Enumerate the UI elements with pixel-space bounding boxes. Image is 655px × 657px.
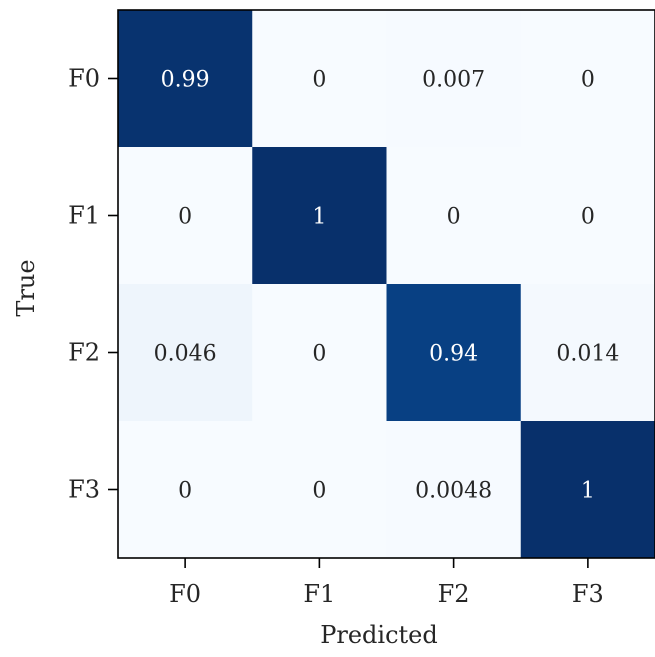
heatmap-cell-r2-c2 bbox=[386, 284, 522, 422]
heatmap-cell-label-r1-c0: 0 bbox=[178, 205, 192, 230]
heatmap-cell-label-r1-c3: 0 bbox=[581, 205, 595, 230]
x-tick-label-1: F1 bbox=[303, 580, 335, 608]
heatmap-cell-r3-c2 bbox=[386, 421, 522, 559]
heatmap-cell-label-r3-c3: 1 bbox=[581, 479, 595, 504]
heatmap-cell-r0-c0 bbox=[118, 10, 253, 148]
heatmap-cell-label-r3-c0: 0 bbox=[178, 479, 192, 504]
y-tick-label-3: F3 bbox=[68, 476, 100, 504]
heatmap-cell-label-r3-c2: 0.0048 bbox=[415, 479, 492, 504]
heatmap-cell-label-r1-c1: 1 bbox=[312, 205, 326, 230]
heatmap-cell-label-r0-c2: 0.007 bbox=[422, 68, 485, 93]
heatmap-cell-label-r2-c3: 0.014 bbox=[556, 342, 619, 367]
heatmap-cell-r0-c1 bbox=[252, 10, 387, 148]
heatmap-cell-r1-c2 bbox=[386, 147, 522, 285]
y-tick-label-2: F2 bbox=[68, 339, 100, 367]
heatmap-cell-r1-c3 bbox=[520, 147, 655, 285]
x-tick-label-0: F0 bbox=[169, 580, 201, 608]
y-tick-label-0: F0 bbox=[68, 65, 100, 93]
heatmap-cell-r2-c0 bbox=[118, 284, 253, 422]
heatmap-cell-r0-c3 bbox=[520, 10, 655, 148]
heatmap-cell-r3-c0 bbox=[118, 421, 253, 559]
x-tick-label-3: F3 bbox=[572, 580, 604, 608]
axes bbox=[117, 9, 655, 559]
heatmap-cell-label-r3-c1: 0 bbox=[312, 479, 326, 504]
y-axis-label: True bbox=[12, 259, 40, 316]
heatmap-cell-r1-c1 bbox=[252, 147, 387, 285]
heatmap-cell-r3-c3 bbox=[520, 421, 655, 559]
heatmap-cells bbox=[118, 10, 655, 559]
axes-frame bbox=[117, 9, 655, 559]
heatmap-cell-r3-c1 bbox=[252, 421, 387, 559]
heatmap-cell-labels: 0.99 0 0.007 0 0 1 0 0 0.046 0 0.94 0.014 0 0 0.0048 1 bbox=[154, 68, 620, 504]
heatmap-cell-r2-c3 bbox=[520, 284, 655, 422]
heatmap-cell-label-r2-c2: 0.94 bbox=[429, 342, 478, 367]
y-tick-label-1: F1 bbox=[68, 202, 100, 230]
heatmap-cell-r2-c1 bbox=[252, 284, 387, 422]
heatmap-cell-label-r2-c0: 0.046 bbox=[154, 342, 217, 367]
heatmap-cell-label-r0-c0: 0.99 bbox=[161, 68, 210, 93]
heatmap-cell-r1-c0 bbox=[118, 147, 253, 285]
x-axis-label: Predicted bbox=[320, 621, 438, 649]
heatmap-cell-label-r1-c2: 0 bbox=[447, 205, 461, 230]
heatmap-cell-label-r0-c1: 0 bbox=[312, 68, 326, 93]
heatmap-cell-label-r0-c3: 0 bbox=[581, 68, 595, 93]
axis-ticks: F0 F1 F2 F3 F0 F1 F2 F3 bbox=[68, 65, 604, 609]
heatmap-cell-label-r2-c1: 0 bbox=[312, 342, 326, 367]
heatmap-cell-r0-c2 bbox=[386, 10, 522, 148]
x-tick-label-2: F2 bbox=[438, 580, 470, 608]
